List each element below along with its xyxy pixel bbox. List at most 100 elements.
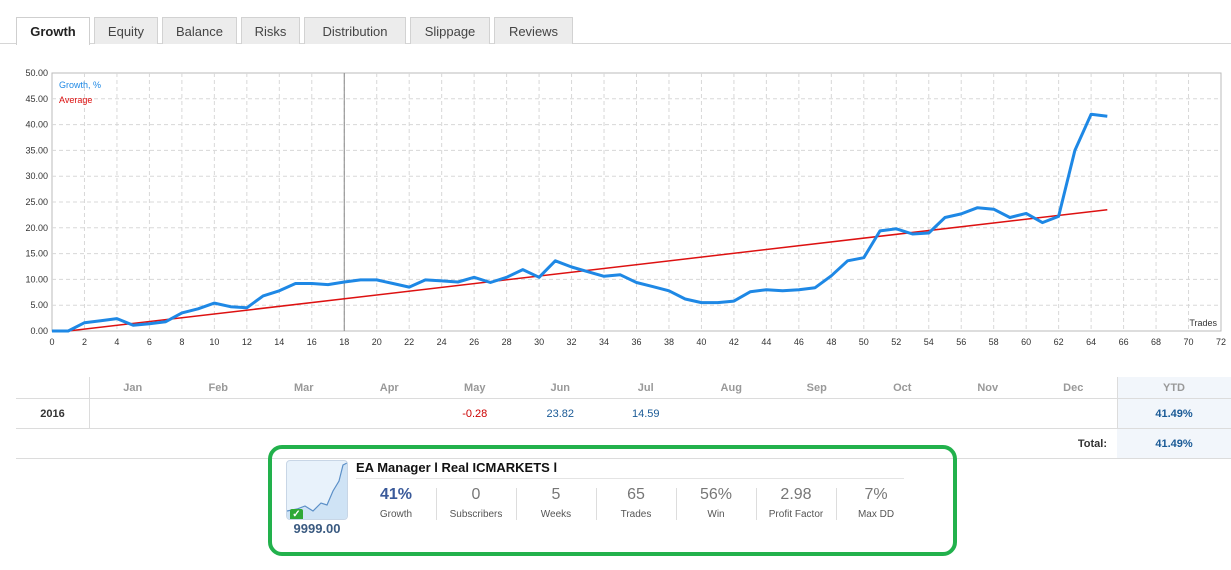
growth-chart: 0.005.0010.0015.0020.0025.0030.0035.0040… xyxy=(25,68,1226,347)
x-tick-label: 68 xyxy=(1151,337,1161,347)
stat-divider xyxy=(436,488,437,520)
stat-subscribers: 0 Subscribers xyxy=(436,484,516,520)
growth-series-line xyxy=(52,112,1108,333)
month-value-jun: 23.82 xyxy=(546,407,575,420)
month-header-dec: Dec xyxy=(1063,381,1084,394)
title-divider xyxy=(356,478,904,479)
month-value-oct xyxy=(860,399,946,428)
month-header-oct: Oct xyxy=(893,381,912,394)
x-tick-label: 40 xyxy=(696,337,706,347)
x-tick-label: 20 xyxy=(372,337,382,347)
stat-trades-value: 65 xyxy=(627,486,645,503)
stat-profit-factor: 2.98 Profit Factor xyxy=(756,484,836,520)
month-header-apr: Apr xyxy=(379,381,399,394)
chart-grid xyxy=(51,72,1222,332)
x-tick-label: 18 xyxy=(339,337,349,347)
y-tick-label: 40.00 xyxy=(25,120,48,130)
stat-divider xyxy=(676,488,677,520)
signal-card-highlight xyxy=(268,445,957,556)
x-tick-label: 50 xyxy=(859,337,869,347)
x-tick-label: 52 xyxy=(891,337,901,347)
x-tick-label: 44 xyxy=(761,337,771,347)
stat-max-dd: 7% Max DD xyxy=(836,484,916,520)
y-tick-label: 50.00 xyxy=(25,68,48,78)
y-tick-label: 45.00 xyxy=(25,94,48,104)
ytd-column-divider xyxy=(1117,377,1118,429)
x-tick-label: 14 xyxy=(274,337,284,347)
month-value-nov xyxy=(945,399,1031,428)
month-header-may: May xyxy=(464,381,486,394)
month-value-mar xyxy=(261,399,347,428)
x-axis-label: Trades xyxy=(1189,318,1217,328)
x-tick-label: 10 xyxy=(209,337,219,347)
signal-thumbnail[interactable]: ✓ xyxy=(286,460,348,520)
y-tick-label: 0.00 xyxy=(30,326,48,336)
month-header-jan: Jan xyxy=(123,381,143,394)
ytd-header: YTD xyxy=(1163,381,1185,394)
y-tick-label: 35.00 xyxy=(25,145,48,155)
y-tick-label: 5.00 xyxy=(30,300,48,310)
x-tick-label: 12 xyxy=(242,337,252,347)
y-axis-ticks: 0.00 5.00 10.00 15.00 20.00 25.00 30.00 35.00 40… xyxy=(25,68,48,336)
total-value: 41.49% xyxy=(1155,437,1193,450)
stat-win-value: 56% xyxy=(699,486,733,503)
tab-distribution[interactable]: Distribution xyxy=(304,17,406,44)
x-tick-label: 8 xyxy=(179,337,184,347)
stat-growth-value: 41% xyxy=(379,486,413,503)
x-tick-label: 34 xyxy=(599,337,609,347)
x-tick-label: 22 xyxy=(404,337,414,347)
x-tick-label: 58 xyxy=(989,337,999,347)
x-tick-label: 32 xyxy=(567,337,577,347)
stat-trades-label: Trades xyxy=(620,509,652,520)
month-value-dec xyxy=(1031,399,1117,428)
tab-balance[interactable]: Balance xyxy=(162,17,237,44)
month-header-nov: Nov xyxy=(977,381,999,394)
month-value-feb xyxy=(176,399,262,428)
x-tick-label: 62 xyxy=(1054,337,1064,347)
ytd-column-bg xyxy=(1117,377,1231,459)
y-tick-label: 15.00 xyxy=(25,249,48,259)
x-tick-label: 30 xyxy=(534,337,544,347)
stat-win-label: Win xyxy=(707,509,725,520)
x-tick-label: 60 xyxy=(1021,337,1031,347)
year-row: 2016 41.49% -0.28 23.82 14.59 xyxy=(16,399,1231,429)
signal-card[interactable]: ✓ 9999.00 EA Manager l Real ICMARKETS l … xyxy=(284,458,924,544)
x-tick-label: 48 xyxy=(826,337,836,347)
tab-slippage[interactable]: Slippage xyxy=(410,17,490,44)
x-tick-label: 42 xyxy=(729,337,739,347)
legend-growth: Growth, % xyxy=(59,80,101,90)
stat-profit-factor-value: 2.98 xyxy=(780,486,812,503)
tab-growth[interactable]: Growth xyxy=(16,17,90,45)
month-header-aug: Aug xyxy=(720,381,742,394)
stat-weeks-label: Weeks xyxy=(540,509,572,520)
x-tick-label: 72 xyxy=(1216,337,1226,347)
y-tick-label: 20.00 xyxy=(25,223,48,233)
y-tick-label: 25.00 xyxy=(25,197,48,207)
x-tick-label: 4 xyxy=(114,337,119,347)
month-header-mar: Mar xyxy=(293,381,314,394)
month-header-sep: Sep xyxy=(806,381,827,394)
signal-title[interactable]: EA Manager l Real ICMARKETS l xyxy=(356,460,558,475)
stat-max-dd-value: 7% xyxy=(864,486,888,503)
x-tick-label: 56 xyxy=(956,337,966,347)
stat-profit-factor-label: Profit Factor xyxy=(768,509,824,520)
tab-reviews[interactable]: Reviews xyxy=(494,17,573,44)
x-tick-label: 54 xyxy=(924,337,934,347)
month-value-jan xyxy=(90,399,176,428)
month-value-may: -0.28 xyxy=(462,407,488,420)
y-tick-label: 30.00 xyxy=(25,171,48,181)
tab-equity[interactable]: Equity xyxy=(94,17,158,44)
x-tick-label: 28 xyxy=(502,337,512,347)
total-row: Total: 41.49% xyxy=(16,429,1231,459)
month-header-row: YTD Jan Feb Mar Apr May Jun Jul Aug Sep Oct Nov Dec xyxy=(16,377,1231,399)
x-tick-label: 0 xyxy=(49,337,54,347)
tab-risks[interactable]: Risks xyxy=(241,17,300,44)
month-header-jul: Jul xyxy=(637,381,654,394)
signal-price: 9999.00 xyxy=(293,521,341,536)
total-label: Total: xyxy=(1077,437,1107,450)
month-value-apr xyxy=(347,399,433,428)
stat-divider xyxy=(836,488,837,520)
x-tick-label: 70 xyxy=(1184,337,1194,347)
legend-average: Average xyxy=(59,95,92,105)
